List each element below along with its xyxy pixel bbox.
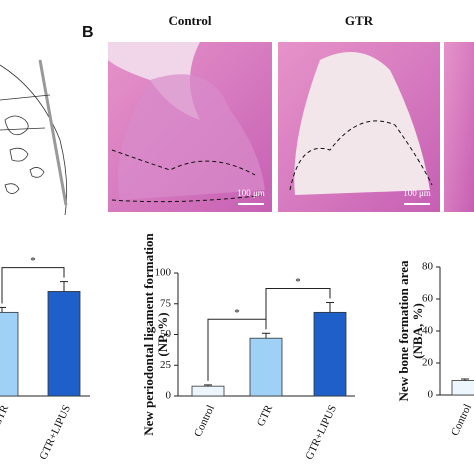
bar xyxy=(313,311,347,397)
y-tick-label: 80 xyxy=(422,261,434,273)
y-tick-label: 50 xyxy=(160,328,172,340)
x-tick-label: GTR xyxy=(0,403,11,429)
y-axis-label: (NBA, %) xyxy=(410,303,425,359)
significance-label: * xyxy=(30,255,36,267)
y-tick-label: 60 xyxy=(422,293,434,305)
y-tick-label: 25 xyxy=(160,359,172,371)
bar xyxy=(191,385,225,397)
y-axis-label: (NP, %) xyxy=(155,312,170,356)
y-axis-label: New periodontal ligament formation xyxy=(141,232,156,435)
y-tick-label: 75 xyxy=(160,297,172,309)
x-tick-label: GTR+LIPUS xyxy=(303,403,339,461)
x-tick-label: GTR xyxy=(255,403,275,429)
histology-image xyxy=(108,42,474,212)
scale-label: 100 μm xyxy=(403,188,431,198)
x-tick-label: Control xyxy=(449,402,474,438)
bar xyxy=(0,311,19,397)
y-axis-label: New bone formation area xyxy=(396,260,411,401)
diagram-sketch xyxy=(0,59,68,216)
y-tick-label: 40 xyxy=(422,325,434,337)
bar xyxy=(47,291,81,397)
significance-bracket xyxy=(1,267,65,304)
scale-label: 100 μm xyxy=(237,188,265,198)
image-title: GTR xyxy=(345,13,374,28)
bar xyxy=(451,380,474,396)
bar xyxy=(249,337,283,397)
y-tick-label: 20 xyxy=(422,357,434,369)
significance-label: * xyxy=(295,276,301,288)
y-tick-label: 0 xyxy=(428,389,434,401)
image-title: Control xyxy=(168,13,211,28)
x-tick-label: GTR+LIPUS xyxy=(37,403,73,461)
significance-label: * xyxy=(234,307,240,319)
panel-label: B xyxy=(82,24,94,41)
y-tick-label: 0 xyxy=(166,390,172,402)
x-tick-label: Control xyxy=(192,403,217,439)
y-tick-label: 100 xyxy=(155,267,172,279)
significance-bracket xyxy=(265,288,331,330)
